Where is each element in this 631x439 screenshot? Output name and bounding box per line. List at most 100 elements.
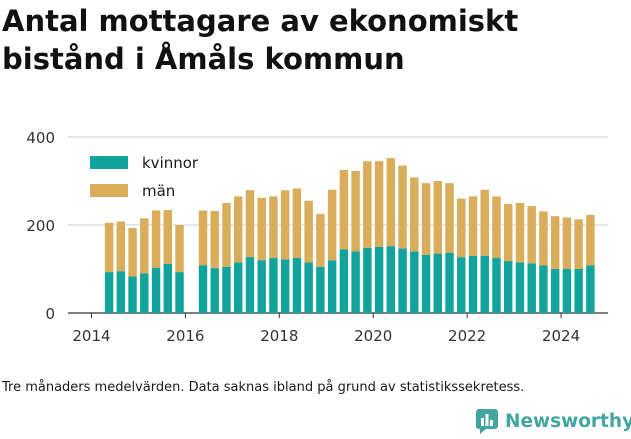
bar-kvinnor <box>468 255 478 313</box>
newsworthy-icon <box>476 409 498 434</box>
footnote: Tre månaders medelvärden. Data saknas ib… <box>2 380 525 395</box>
bar-man <box>562 217 572 269</box>
newsworthy-logo: Newsworthy <box>475 406 631 436</box>
bar-man <box>421 183 431 255</box>
bar-kvinnor <box>292 258 302 313</box>
bar-man <box>480 189 489 256</box>
bar-kvinnor <box>539 265 548 313</box>
bar-man <box>292 188 302 258</box>
legend-label-kvinnor: kvinnor <box>142 154 199 172</box>
bar-man <box>140 218 149 274</box>
bar-kvinnor <box>562 269 572 313</box>
bar-kvinnor <box>210 268 219 313</box>
bar-man <box>316 214 325 267</box>
bar-kvinnor <box>233 262 243 313</box>
bar-man <box>175 225 184 273</box>
bar-man <box>222 203 231 267</box>
bar-man <box>116 221 126 272</box>
bar-kvinnor <box>269 258 278 313</box>
bar-kvinnor <box>163 263 173 313</box>
legend-label-man: män <box>142 182 175 200</box>
x-tick-label: 2022 <box>448 327 486 345</box>
bar-kvinnor <box>151 267 161 313</box>
bar-kvinnor <box>104 272 114 313</box>
brand-name: Newsworthy <box>505 410 631 432</box>
bar-man <box>128 228 137 277</box>
bar-kvinnor <box>257 260 266 313</box>
bar-man <box>257 197 266 261</box>
bar-man <box>233 196 243 263</box>
bar-kvinnor <box>116 271 126 313</box>
bar-kvinnor <box>527 263 536 313</box>
bar-kvinnor <box>386 246 396 313</box>
legend-swatch-kvinnor <box>90 156 128 169</box>
bar-man <box>304 200 313 263</box>
bar-kvinnor <box>574 269 583 313</box>
x-tick-label: 2018 <box>260 327 298 345</box>
bar-man <box>468 196 478 256</box>
bar-kvinnor <box>421 254 431 313</box>
bar-man <box>539 211 548 266</box>
chart-title: Antal mottagare av ekonomiskt bistånd i … <box>2 4 519 76</box>
bar-man <box>351 170 360 252</box>
bar-kvinnor <box>280 259 290 313</box>
bar-kvinnor <box>445 252 454 313</box>
x-tick-label: 2016 <box>166 327 204 345</box>
bar-kvinnor <box>503 261 513 313</box>
y-tick-label: 0 <box>45 305 55 323</box>
bar-man <box>163 210 173 264</box>
bar-man <box>550 216 560 269</box>
x-tick-label: 2014 <box>72 327 110 345</box>
bar-man <box>445 183 454 253</box>
bar-man <box>527 206 536 264</box>
bar-kvinnor <box>457 257 466 313</box>
bar-man <box>386 158 396 247</box>
bar-kvinnor <box>492 258 501 313</box>
bar-kvinnor <box>140 273 149 313</box>
bar-man <box>151 210 161 268</box>
x-tick-label: 2024 <box>542 327 580 345</box>
bar-man <box>492 196 501 258</box>
bar-kvinnor <box>245 257 255 313</box>
bar-man <box>198 210 208 266</box>
bar-man <box>245 190 255 258</box>
bar-man <box>327 189 337 261</box>
y-tick-label: 400 <box>26 129 55 147</box>
bar-man <box>503 203 513 262</box>
bar-man <box>433 181 443 254</box>
bar-man <box>269 196 278 258</box>
bar-kvinnor <box>410 251 419 313</box>
y-axis-ticks: 0 200 400 <box>26 129 55 323</box>
x-tick-label: 2020 <box>354 327 392 345</box>
stacked-bar-chart: 0 200 400 2014 2016 2018 2020 2022 2024 kvinnor… <box>26 129 608 345</box>
bar-kvinnor <box>316 266 325 313</box>
bar-kvinnor <box>198 265 208 313</box>
bar-man <box>210 210 219 269</box>
bar-kvinnor <box>175 272 184 313</box>
bar-kvinnor <box>398 248 407 313</box>
y-tick-label: 200 <box>26 217 55 235</box>
bar-kvinnor <box>433 253 443 313</box>
bar-man <box>574 219 583 269</box>
bar-kvinnor <box>222 266 231 313</box>
bar-kvinnor <box>128 276 137 313</box>
legend: kvinnor män <box>90 154 199 200</box>
bar-kvinnor <box>327 260 337 313</box>
bar-kvinnor <box>304 262 313 313</box>
bar-kvinnor <box>351 251 360 313</box>
bar-kvinnor <box>374 247 384 313</box>
bar-man <box>280 190 290 260</box>
bar-kvinnor <box>480 255 489 313</box>
x-axis-ticks: 2014 2016 2018 2020 2022 2024 <box>72 313 580 345</box>
bar-man <box>104 222 114 273</box>
bar-man <box>339 170 349 250</box>
bar-kvinnor <box>363 247 372 313</box>
bar-man <box>374 161 384 247</box>
bars <box>104 158 595 313</box>
bar-man <box>515 203 525 263</box>
bar-man <box>457 198 466 258</box>
legend-swatch-man <box>90 184 128 197</box>
bar-kvinnor <box>550 269 560 313</box>
bar-man <box>363 161 372 248</box>
bar-man <box>586 214 595 266</box>
